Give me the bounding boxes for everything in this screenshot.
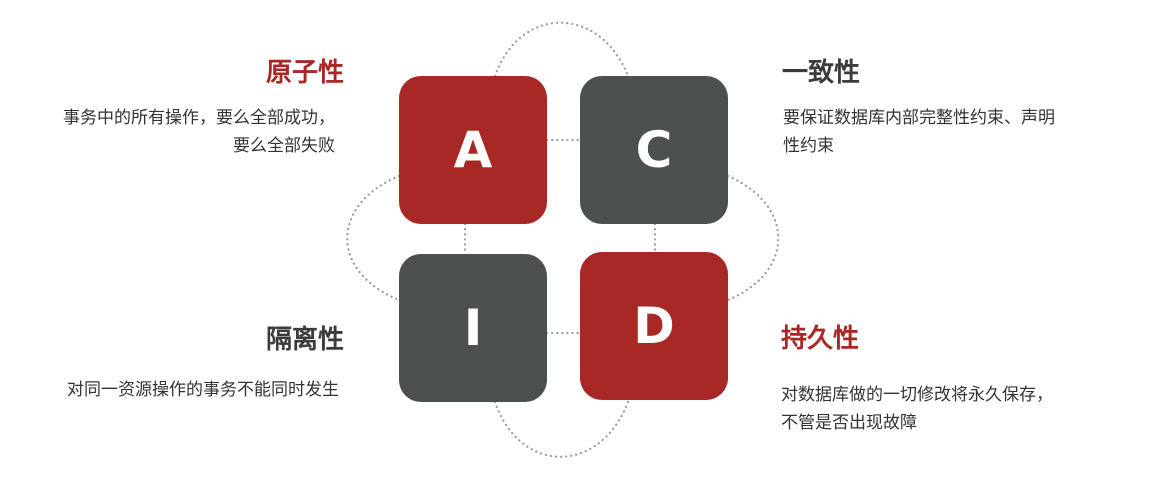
top-connector-arc (493, 21, 630, 78)
bottom-connector-arc (493, 400, 630, 458)
atomicity-description-line: 事务中的所有操作，要么全部成功， (63, 108, 335, 128)
durability-letter: D (633, 297, 675, 355)
isolation-title: 隔离性 (265, 325, 344, 355)
consistency-title: 一致性 (782, 58, 861, 88)
isolation-description: 对同一资源操作的事务不能同时发生 (67, 376, 339, 404)
consistency-description: 要保证数据库内部完整性约束、声明 性约束 (783, 104, 1055, 160)
isolation-description-line: 对同一资源操作的事务不能同时发生 (67, 380, 339, 400)
durability-description-line: 不管是否出现故障 (781, 413, 917, 433)
durability-description: 对数据库做的一切修改将永久保存， 不管是否出现故障 (781, 381, 1053, 437)
atomicity-letter: A (453, 121, 493, 179)
durability-title: 持久性 (781, 324, 860, 354)
consistency-description-line: 性约束 (783, 136, 834, 156)
consistency-tile: C (580, 76, 728, 224)
consistency-description-line: 要保证数据库内部完整性约束、声明 (783, 108, 1055, 128)
atomicity-description-line: 要么全部失败 (233, 136, 335, 156)
atomicity-title: 原子性 (265, 58, 344, 88)
consistency-letter: C (635, 121, 673, 179)
atomicity-description: 事务中的所有操作，要么全部成功， 要么全部失败 (63, 104, 335, 160)
durability-tile: D (580, 252, 728, 400)
isolation-tile: I (399, 254, 547, 402)
left-connector-arc (346, 174, 401, 302)
right-connector-arc (726, 174, 780, 302)
durability-description-line: 对数据库做的一切修改将永久保存， (781, 385, 1053, 405)
isolation-letter: I (463, 299, 483, 357)
atomicity-tile: A (399, 76, 547, 224)
